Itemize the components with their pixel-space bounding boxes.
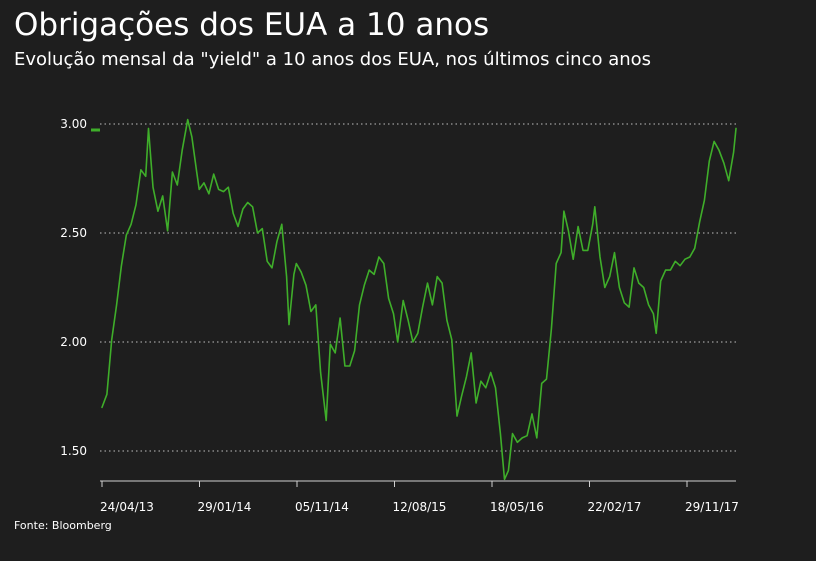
x-tick-label: 05/11/14	[295, 500, 349, 514]
y-tick-label: 2.50	[60, 226, 87, 240]
y-tick-label: 1.50	[60, 444, 87, 458]
x-tick-label: 12/08/15	[393, 500, 447, 514]
x-tick-label: 24/04/13	[100, 500, 154, 514]
x-tick-label: 18/05/16	[490, 500, 544, 514]
chart-title: Obrigações dos EUA a 10 anos	[14, 7, 490, 43]
y-tick-label: 3.00	[60, 117, 87, 131]
x-tick-label: 29/01/14	[198, 500, 252, 514]
x-tick-label: 22/02/17	[588, 500, 642, 514]
source-note: Fonte: Bloomberg	[14, 519, 112, 532]
y-tick-label: 2.00	[60, 335, 87, 349]
yield-line	[101, 118, 737, 481]
chart-subtitle: Evolução mensal da "yield" a 10 anos dos…	[14, 49, 652, 70]
x-tick-label: 29/11/17	[685, 500, 739, 514]
